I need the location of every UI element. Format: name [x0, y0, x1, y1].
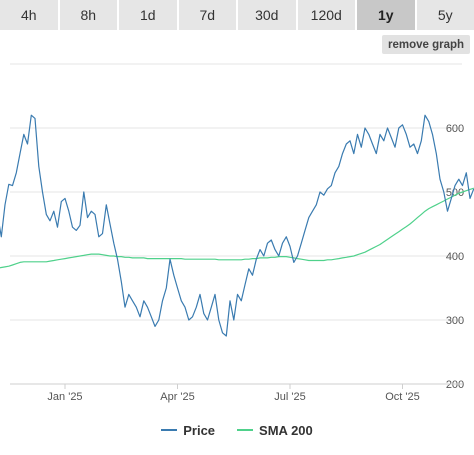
x-tick-label: Apr '25 — [160, 391, 195, 403]
x-tick-label: Jul '25 — [274, 391, 305, 403]
x-tick-label: Jan '25 — [47, 391, 82, 403]
tab-1y[interactable]: 1y — [357, 0, 417, 30]
tab-5y[interactable]: 5y — [437, 7, 453, 23]
tab-120d[interactable]: 120d — [298, 0, 357, 30]
legend-price-label: Price — [183, 422, 216, 438]
y-tick-label: 500 — [446, 187, 464, 199]
y-tick-label: 600 — [446, 123, 464, 135]
remove-graph-button[interactable]: remove graph — [382, 35, 470, 54]
sma-line — [0, 187, 474, 269]
tab-30d[interactable]: 30d — [238, 0, 298, 30]
price-swatch — [161, 429, 178, 431]
legend-price[interactable]: Price — [161, 423, 215, 438]
sma-swatch — [237, 429, 254, 431]
range-tabs: 4h 8h 1d 7d 30d 120d 1y 5y — [0, 0, 474, 30]
y-tick-label: 200 — [446, 379, 464, 391]
tab-1d[interactable]: 1d — [119, 0, 179, 30]
legend-sma-label: SMA 200 — [259, 422, 313, 438]
chart-legend: Price SMA 200 — [0, 420, 474, 440]
tab-4h[interactable]: 4h — [0, 0, 60, 30]
y-tick-label: 400 — [446, 251, 464, 263]
tab-8h[interactable]: 8h — [60, 0, 119, 30]
price-line — [0, 114, 474, 337]
x-tick-label: Oct '25 — [385, 391, 420, 403]
tab-7d[interactable]: 7d — [179, 0, 238, 30]
legend-sma[interactable]: SMA 200 — [237, 423, 313, 438]
y-tick-label: 300 — [446, 315, 464, 327]
